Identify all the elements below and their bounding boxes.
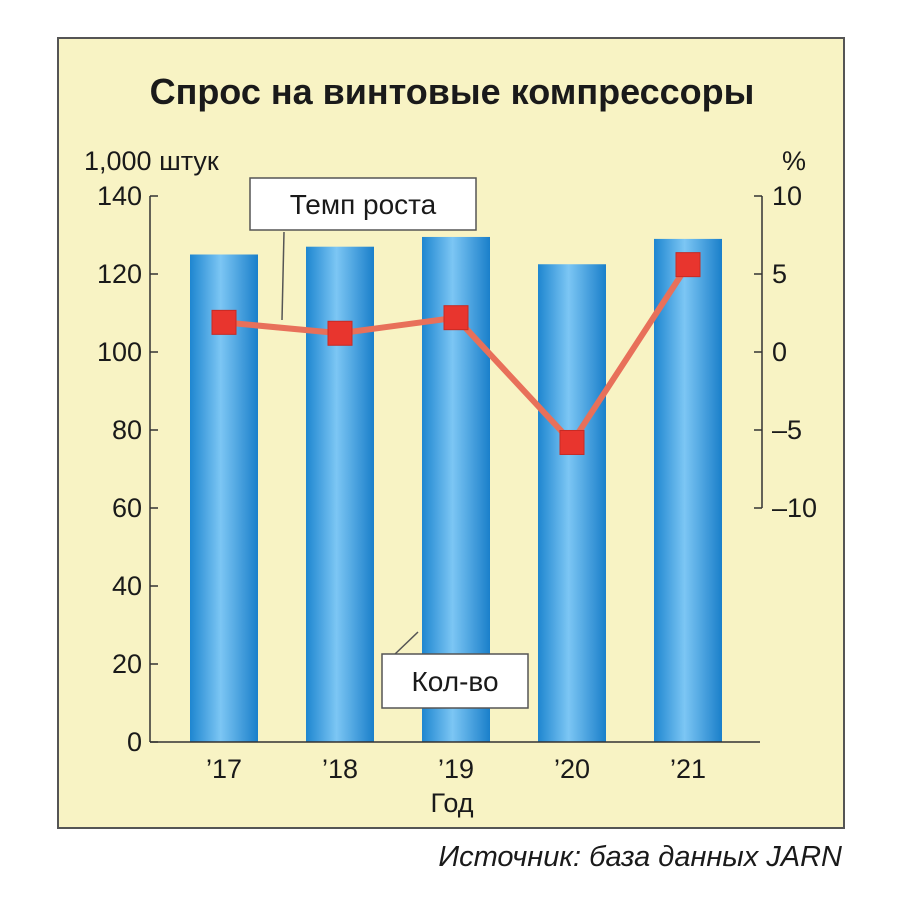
- left-tick-label: 80: [112, 415, 142, 445]
- growth-callout-leader: [281, 231, 285, 321]
- quantity-callout-leader: [393, 631, 419, 656]
- left-tick-label: 140: [97, 181, 142, 211]
- chart-title: Спрос на винтовые компрессоры: [150, 71, 755, 112]
- left-tick-label: 100: [97, 337, 142, 367]
- growth-rate-marker-0: [211, 309, 237, 335]
- growth-callout-box: [249, 177, 477, 231]
- callouts-layer: Темп роста Кол-во: [249, 177, 529, 709]
- x-axis-label: Год: [431, 788, 474, 818]
- right-axis-unit: %: [782, 146, 806, 176]
- axes-layer: 0 20 40 60 80 100 120 140 ’17 ’18 ’19 ’20 ’21 10 5 0 –5 –…: [97, 181, 817, 784]
- right-tick-label: 10: [772, 181, 802, 211]
- right-tick-label: –10: [772, 493, 817, 523]
- left-tick-label: 60: [112, 493, 142, 523]
- right-tick-label: 5: [772, 259, 787, 289]
- left-tick-label: 0: [127, 727, 142, 757]
- x-tick-label: ’17: [206, 754, 242, 784]
- left-tick-label: 120: [97, 259, 142, 289]
- x-tick-label: ’19: [438, 754, 474, 784]
- right-tick-label: 0: [772, 337, 787, 367]
- line-layer: [211, 252, 701, 455]
- x-tick-label: ’20: [554, 754, 590, 784]
- bar-4: [654, 238, 722, 742]
- source-note: Источник: база данных JARN: [438, 841, 842, 873]
- left-axis-unit: 1,000 штук: [84, 146, 219, 176]
- left-tick-label: 20: [112, 649, 142, 679]
- growth-rate-marker-3: [559, 429, 585, 455]
- growth-callout-label: Темп роста: [290, 189, 437, 220]
- bar-0: [190, 254, 258, 742]
- quantity-callout-box: [381, 653, 529, 709]
- bar-3: [538, 264, 606, 742]
- left-tick-label: 40: [112, 571, 142, 601]
- growth-rate-marker-4: [675, 252, 701, 278]
- right-tick-label: –5: [772, 415, 802, 445]
- quantity-callout-label: Кол-во: [411, 666, 498, 697]
- growth-rate-marker-1: [327, 320, 353, 346]
- x-tick-label: ’18: [322, 754, 358, 784]
- x-tick-label: ’21: [670, 754, 706, 784]
- growth-rate-marker-2: [443, 305, 469, 331]
